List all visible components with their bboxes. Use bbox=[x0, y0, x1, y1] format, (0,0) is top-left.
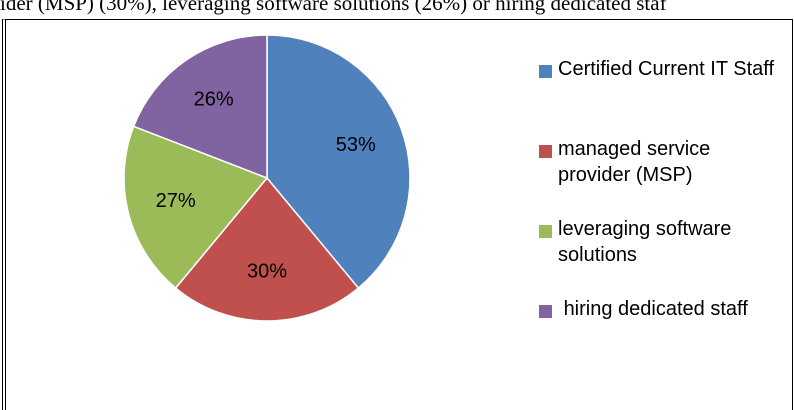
legend-label: hiring dedicated staff bbox=[558, 298, 748, 320]
legend-swatch bbox=[539, 65, 552, 78]
body-text: ider (MSP) (30%), leveraging software so… bbox=[0, 0, 667, 15]
legend-swatch bbox=[539, 305, 552, 318]
data-label: 26% bbox=[194, 88, 234, 110]
legend-label: managed service provider (MSP) bbox=[558, 138, 716, 186]
legend-swatch bbox=[539, 225, 552, 238]
pie-slice bbox=[132, 34, 268, 180]
pie-slice bbox=[123, 125, 269, 290]
pie-slice bbox=[174, 176, 360, 322]
data-label: 53% bbox=[336, 134, 376, 156]
legend-label: Certified Current IT Staff bbox=[558, 58, 775, 80]
data-label: 30% bbox=[247, 261, 287, 283]
legend-swatch bbox=[539, 145, 552, 158]
chart-frame bbox=[2, 19, 793, 410]
chart: 53% 30% 27% 26% bbox=[123, 34, 411, 322]
data-label: 27% bbox=[156, 190, 196, 212]
pie-slice bbox=[266, 34, 411, 290]
legend-label: leveraging software solutions bbox=[558, 218, 737, 266]
